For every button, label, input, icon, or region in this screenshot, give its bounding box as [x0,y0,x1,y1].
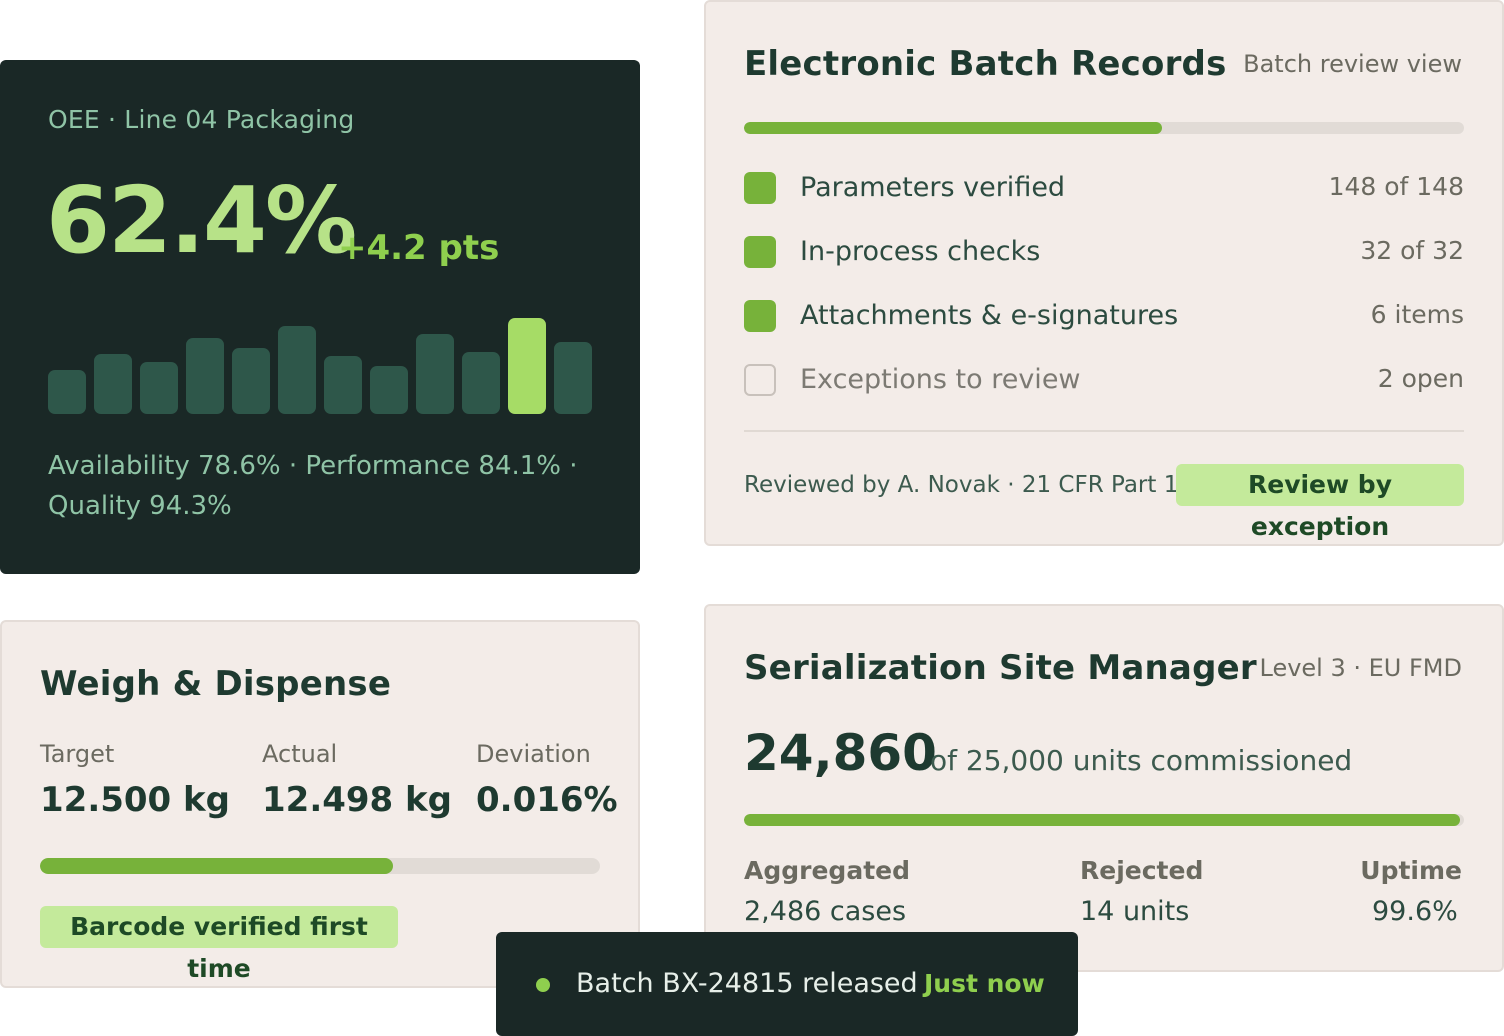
status-dot-icon [536,978,550,992]
deviation-label: Deviation [476,740,591,768]
divider [744,430,1464,432]
check-label: Attachments & e-signatures [800,300,1179,331]
oee-bar [140,362,178,414]
target-value: 12.500 kg [40,780,230,820]
weigh-title: Weigh & Dispense [40,664,392,704]
aggregated-value: 2,486 cases [744,896,907,927]
ebr-card [704,0,1504,546]
check-row-exceptions[interactable]: Exceptions to review 2 open [744,362,1464,398]
check-count: 148 of 148 [1328,172,1464,201]
weigh-progress-track [40,858,600,874]
aggregated-label: Aggregated [744,856,910,885]
check-row-attachments[interactable]: Attachments & e-signatures 6 items [744,298,1464,334]
actual-value: 12.498 kg [262,780,452,820]
oee-value: 62.4% [46,167,357,274]
oee-card [0,60,640,574]
checkbox[interactable] [744,236,776,268]
checkbox[interactable] [744,172,776,204]
oee-bar [324,356,362,414]
check-label: In-process checks [800,236,1041,267]
target-label: Target [40,740,115,768]
serialization-progress-fill [744,814,1460,826]
uptime-label: Uptime [1360,856,1462,885]
ebr-progress-fill [744,122,1162,134]
rejected-value: 14 units [1080,896,1190,927]
checkbox[interactable] [744,300,776,332]
oee-bar [554,342,592,414]
rejected-label: Rejected [1080,856,1204,885]
check-label: Exceptions to review [800,364,1081,395]
ebr-title: Electronic Batch Records [744,44,1227,84]
oee-bar [462,352,500,414]
uptime-value: 99.6% [1372,896,1458,927]
oee-bar [278,326,316,414]
release-toast[interactable]: Batch BX-24815 released Just now [496,932,1078,1036]
review-by-exception-badge[interactable]: Review by exception [1176,464,1464,541]
ebr-progress-track [744,122,1464,134]
oee-bar-chart [48,310,596,414]
toast-message: Batch BX-24815 released [576,968,918,999]
oee-bar [416,334,454,414]
reviewed-by-text: Reviewed by A. Novak · 21 CFR Part 11 [744,472,1193,498]
oee-bar-current [508,318,546,414]
oee-label: OEE · Line 04 Packaging [48,105,355,134]
oee-bar [94,354,132,414]
oee-delta: +4.2 pts [338,228,500,268]
ebr-view-link[interactable]: Batch review view [1243,50,1462,78]
oee-breakdown: Availability 78.6% · Performance 84.1% ·… [48,451,578,521]
check-row-parameters[interactable]: Parameters verified 148 of 148 [744,170,1464,206]
check-count: 6 items [1370,300,1464,329]
check-row-in-process[interactable]: In-process checks 32 of 32 [744,234,1464,270]
weigh-progress-fill [40,858,393,874]
checkbox[interactable] [744,364,776,396]
toast-time: Just now [924,969,1045,998]
units-commissioned-count: 24,860 [744,724,937,782]
oee-bar [232,348,270,414]
deviation-value: 0.016% [476,780,618,820]
serialization-card [704,604,1504,972]
check-count: 2 open [1377,364,1464,393]
oee-bar [48,370,86,414]
serialization-title: Serialization Site Manager [744,648,1257,688]
check-label: Parameters verified [800,172,1066,203]
serialization-progress-track [744,814,1464,826]
actual-label: Actual [262,740,338,768]
units-commissioned-total: of 25,000 units commissioned [930,744,1353,777]
serialization-level: Level 3 · EU FMD [1259,654,1463,682]
barcode-verified-badge: Barcode verified first time [40,906,398,983]
check-count: 32 of 32 [1360,236,1464,265]
oee-bar [370,366,408,414]
oee-bar [186,338,224,414]
